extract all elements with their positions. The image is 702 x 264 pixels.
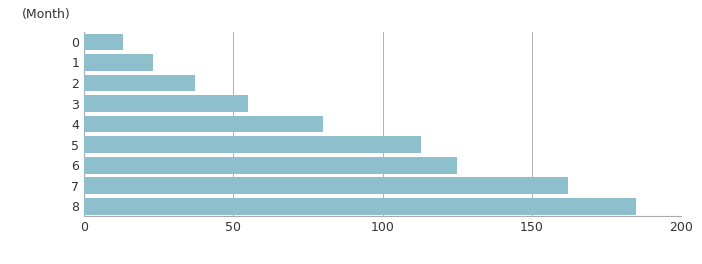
Bar (84, 136, 421, 153)
Text: (Month): (Month) (22, 8, 70, 21)
Bar (84, 157, 457, 173)
Bar (84, 75, 194, 91)
Bar (84, 54, 153, 71)
Bar (84, 198, 636, 215)
Bar (84, 95, 249, 112)
Bar (84, 116, 323, 133)
Bar (84, 177, 567, 194)
Bar (84, 34, 123, 50)
